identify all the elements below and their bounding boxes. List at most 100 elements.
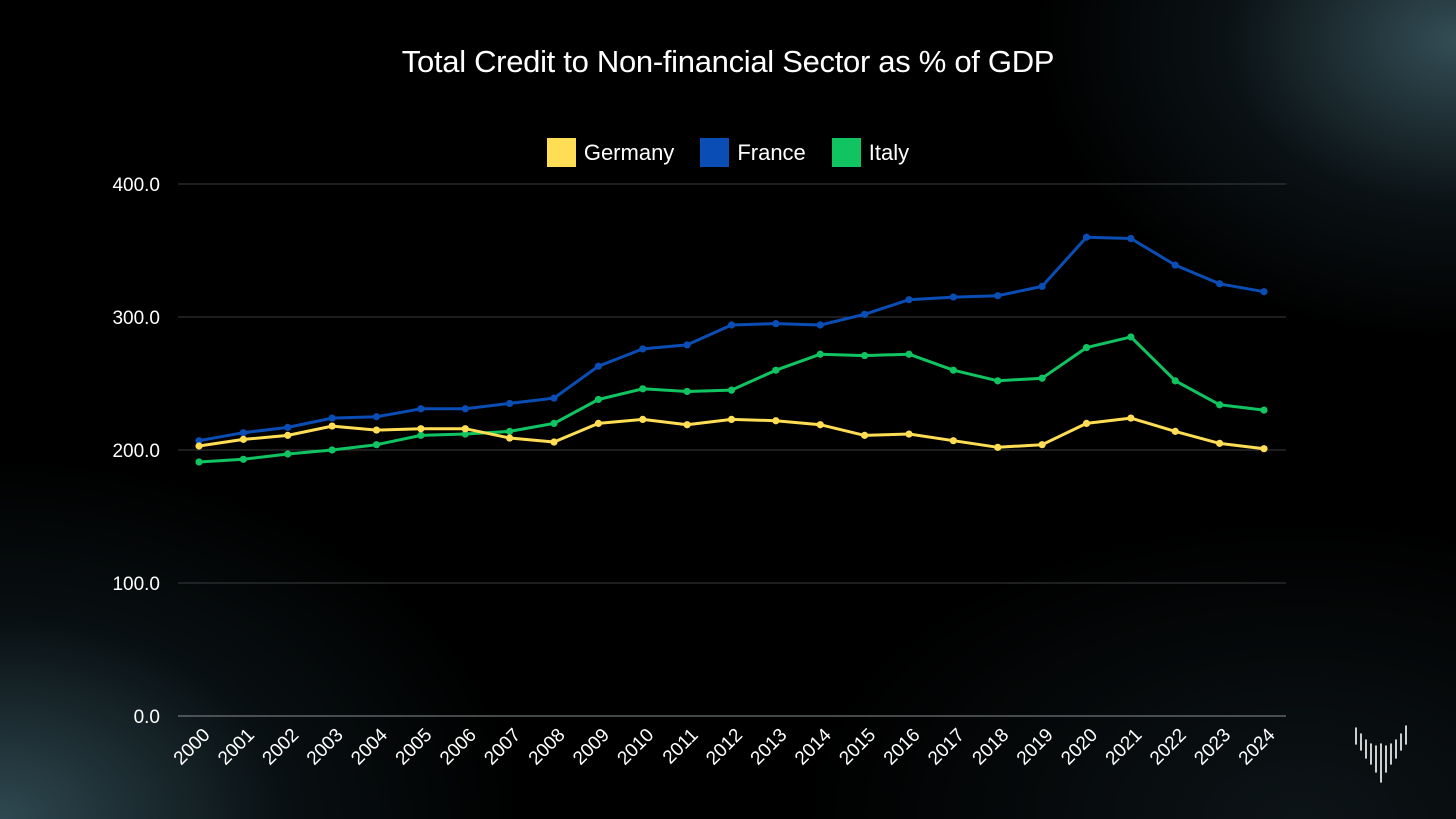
legend-label-germany: Germany [583, 139, 675, 165]
data-point-italy [1260, 406, 1268, 414]
data-point-france [328, 414, 336, 422]
data-point-italy [594, 395, 602, 404]
y-tick-label: 400.0 [112, 175, 160, 196]
data-point-germany [195, 442, 203, 450]
x-tick-label: 2005 [392, 725, 437, 770]
data-point-italy [683, 387, 691, 396]
series-line-italy [198, 335, 1265, 464]
data-point-italy [905, 350, 913, 358]
data-point-france [994, 292, 1002, 300]
data-point-italy [328, 446, 336, 454]
x-tick-label: 2016 [880, 725, 925, 770]
x-tick-label: 2007 [480, 725, 525, 770]
data-point-germany [1082, 419, 1091, 427]
x-tick-label: 2018 [969, 725, 1014, 770]
data-point-france [772, 320, 780, 328]
x-tick-label: 2024 [1235, 724, 1280, 769]
legend-item-germany: Germany [546, 138, 675, 167]
x-tick-label: 2010 [614, 725, 659, 770]
data-point-italy [772, 366, 780, 374]
x-tick-label: 2021 [1102, 725, 1147, 770]
x-axis-tick-labels: 2000 2001 2002 2003 2004 2005 2006 2007 2008 2009… [170, 724, 1280, 769]
data-point-italy [861, 351, 869, 360]
data-point-france [550, 394, 558, 402]
data-point-germany [594, 419, 602, 427]
data-point-germany [550, 438, 558, 446]
x-tick-label: 2011 [659, 725, 703, 769]
x-tick-label: 2002 [259, 725, 304, 770]
data-point-france [1260, 288, 1268, 296]
data-point-germany [417, 425, 425, 433]
data-point-france [905, 296, 913, 304]
series-france [195, 233, 1268, 445]
data-point-france [1216, 280, 1224, 288]
data-point-france [816, 321, 824, 329]
x-tick-label: 2001 [214, 725, 259, 770]
data-point-france [284, 423, 292, 431]
bars-chevron-logo-icon [1355, 725, 1407, 783]
data-point-germany [683, 421, 691, 429]
data-point-italy [506, 427, 514, 435]
data-point-france [417, 405, 425, 413]
data-point-france [372, 413, 381, 421]
data-point-italy [816, 350, 824, 358]
data-point-france [506, 399, 514, 408]
data-point-italy [195, 458, 203, 466]
data-point-germany [905, 430, 913, 438]
data-point-italy [1082, 343, 1091, 352]
legend: Germany France Italy [0, 138, 1456, 167]
data-point-italy [1171, 377, 1179, 385]
x-tick-label: 2012 [702, 725, 747, 770]
data-point-italy [239, 455, 247, 463]
data-point-france [1082, 233, 1091, 241]
x-tick-label: 2015 [835, 725, 880, 770]
data-point-france [861, 310, 869, 318]
data-point-france [594, 362, 602, 370]
data-point-france [727, 321, 736, 329]
data-point-germany [372, 426, 381, 434]
y-tick-label: 300.0 [112, 308, 160, 329]
y-tick-label: 200.0 [112, 441, 160, 462]
y-axis-tick-labels: 0.0 100.0 200.0 300.0 400.0 [112, 175, 160, 728]
data-point-france [195, 437, 203, 445]
data-point-france [683, 341, 691, 349]
grid-lines [178, 183, 1286, 717]
data-point-italy [461, 430, 469, 438]
legend-item-italy: Italy [831, 138, 909, 167]
x-tick-label: 2017 [924, 725, 969, 770]
legend-swatch-italy [831, 138, 861, 167]
series-germany [195, 414, 1268, 453]
x-tick-label: 2006 [436, 725, 481, 770]
data-point-germany [461, 425, 469, 433]
legend-label-france: France [737, 139, 806, 165]
x-tick-label: 2008 [525, 725, 570, 770]
data-point-italy [1127, 333, 1135, 341]
data-point-germany [328, 422, 336, 430]
y-tick-label: 0.0 [134, 707, 160, 728]
data-point-germany [1127, 414, 1135, 422]
data-point-italy [994, 377, 1002, 385]
legend-swatch-france [700, 138, 730, 167]
data-point-germany [1038, 441, 1046, 449]
data-point-germany [1260, 445, 1268, 453]
data-point-italy [372, 441, 381, 449]
series-italy [195, 333, 1268, 466]
data-point-germany [1216, 439, 1224, 447]
data-point-germany [861, 431, 869, 439]
data-point-germany [816, 421, 824, 429]
data-point-france [239, 429, 247, 437]
x-tick-label: 2013 [747, 725, 792, 770]
x-tick-label: 2019 [1013, 725, 1058, 770]
x-tick-label: 2020 [1057, 725, 1102, 770]
data-point-germany [772, 417, 780, 425]
data-point-france [949, 293, 957, 301]
data-point-italy [727, 386, 736, 394]
data-point-germany [506, 434, 514, 442]
data-point-italy [1038, 374, 1046, 382]
data-point-france [461, 405, 469, 413]
data-point-italy [417, 431, 425, 439]
data-point-germany [994, 443, 1002, 451]
x-tick-label: 2000 [170, 725, 215, 770]
